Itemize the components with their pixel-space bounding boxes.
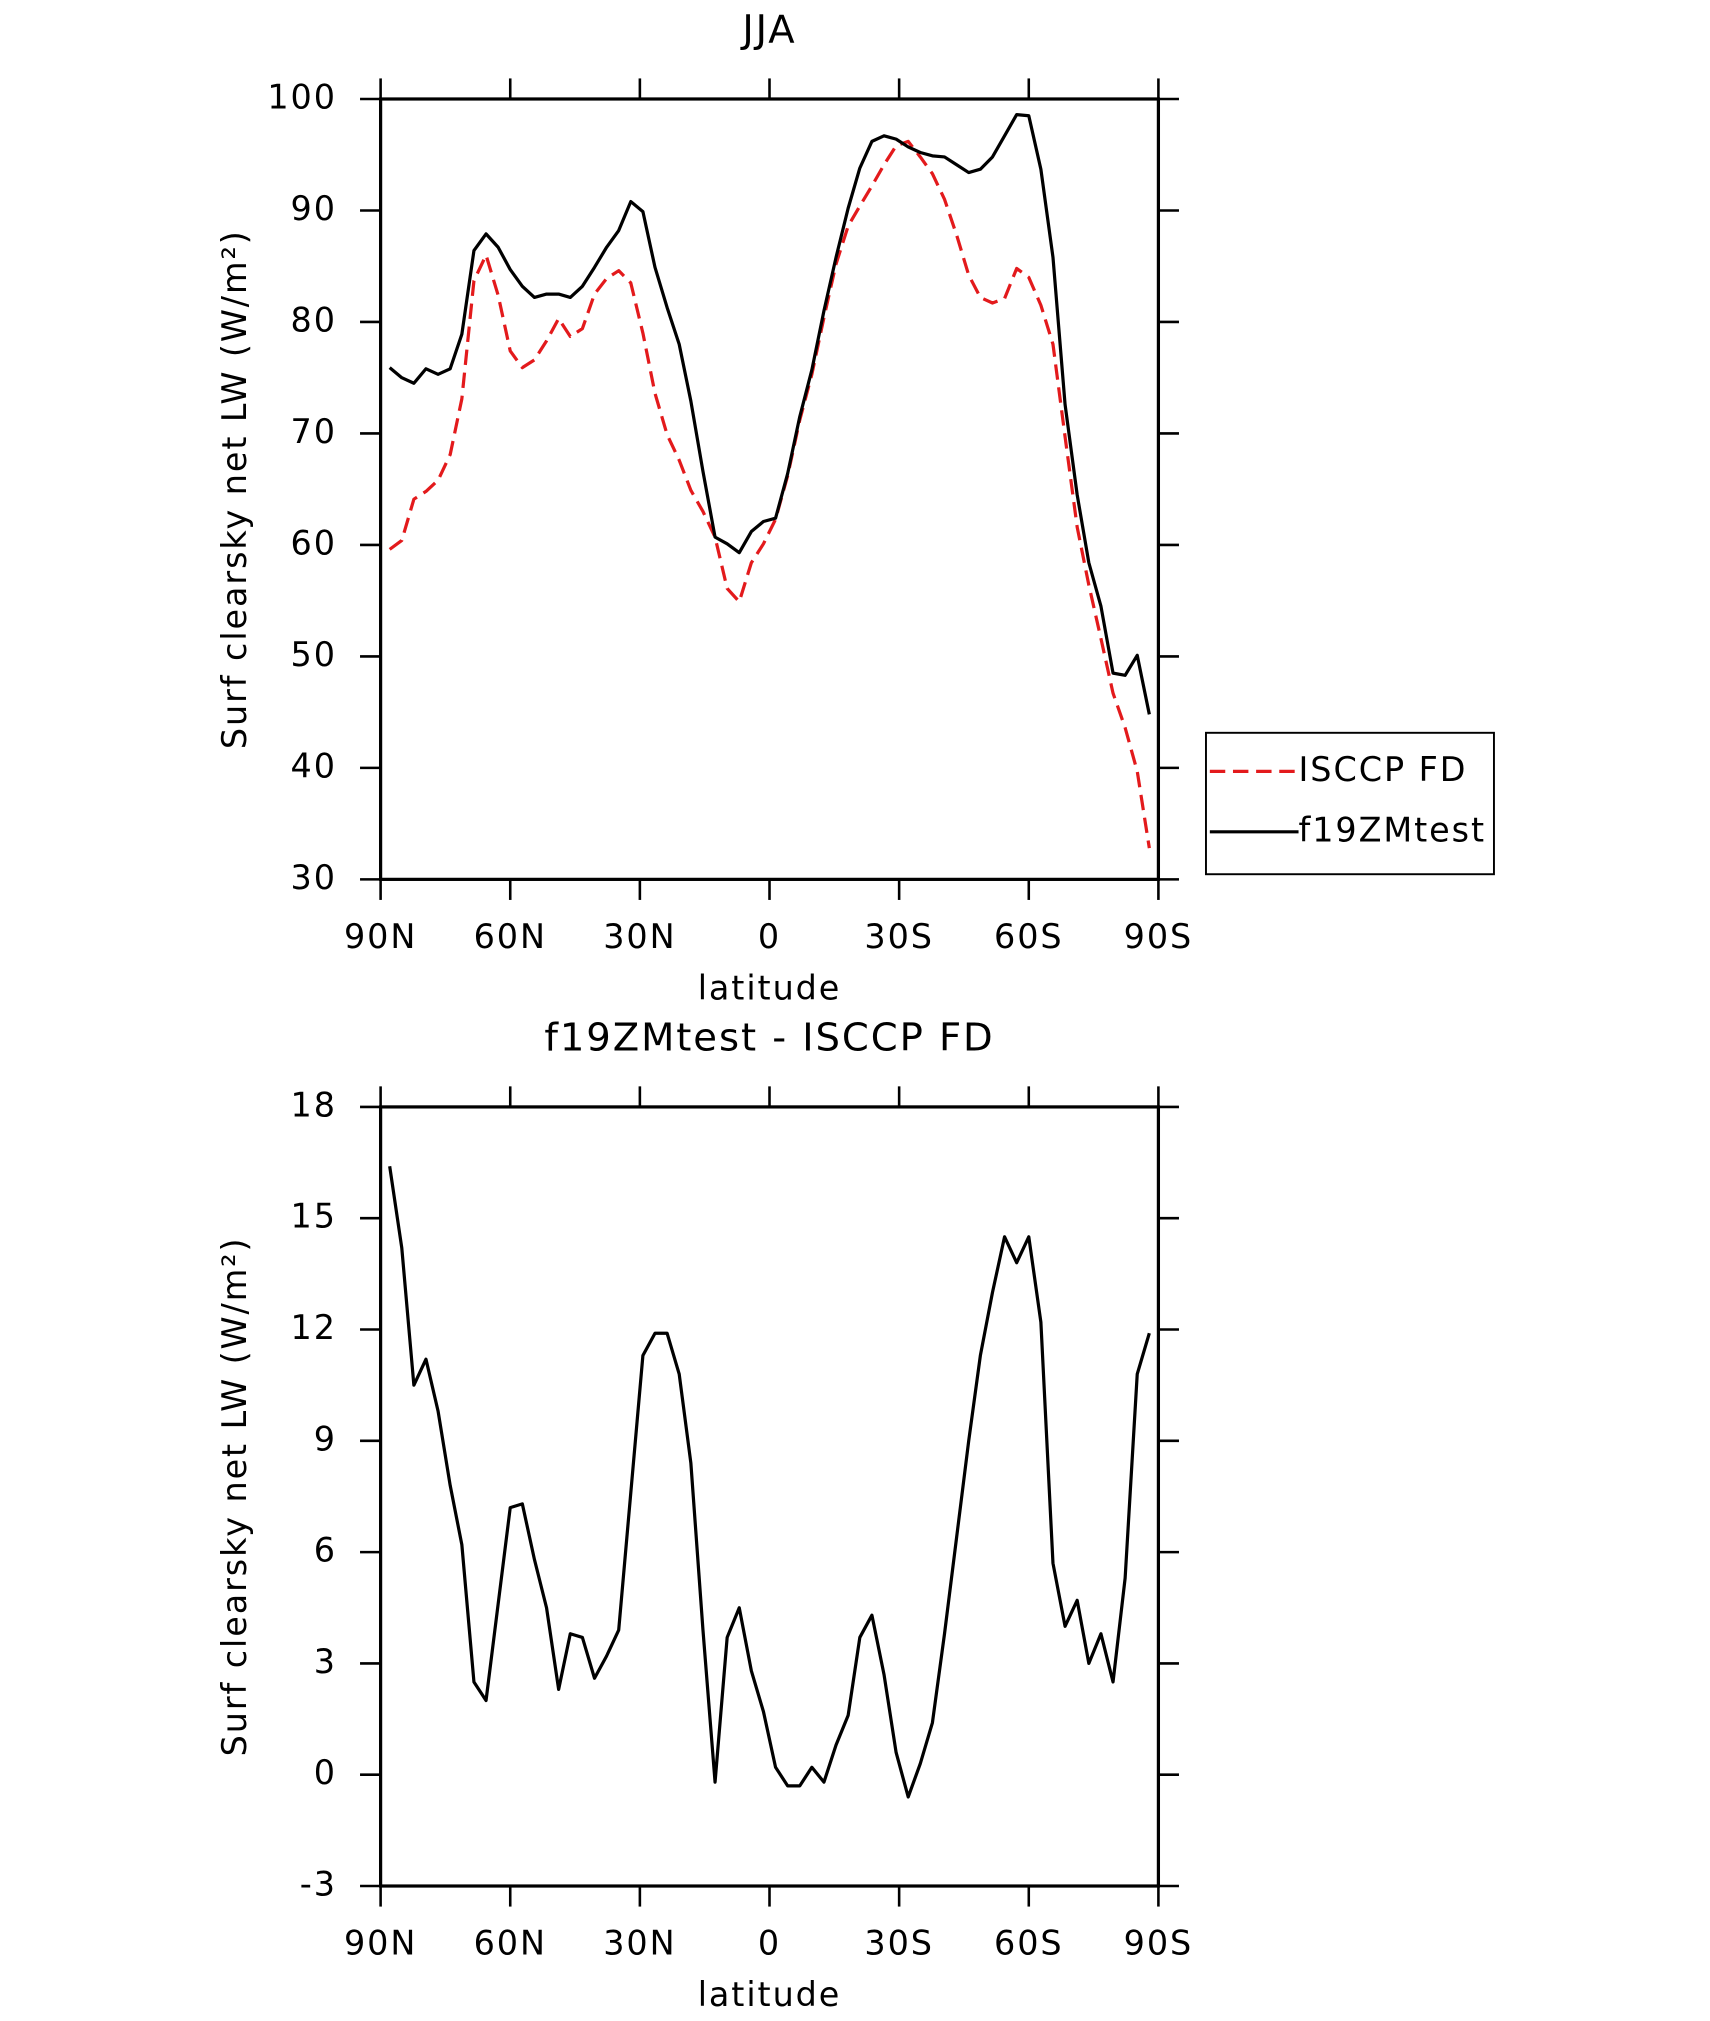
legend-label: f19ZMtest	[1299, 810, 1487, 849]
plot-frame	[378, 1105, 1161, 1888]
chart-title: f19ZMtest - ISCCP FD	[544, 1016, 994, 1061]
x-tick-label: 30S	[864, 917, 934, 956]
data-line	[388, 139, 1151, 849]
y-tick-label: 3	[314, 1642, 337, 1681]
x-tick-label: 90N	[344, 1924, 417, 1963]
x-tick-label: 60S	[994, 1924, 1064, 1963]
y-axis-label: Surf clearsky net LW (W/m²)	[215, 229, 254, 749]
y-tick-label: 30	[291, 858, 337, 897]
y-tick-label: -3	[300, 1865, 337, 1904]
x-tick-label: 90S	[1124, 917, 1194, 956]
data-line	[388, 1166, 1151, 1799]
y-tick-label: 15	[291, 1197, 337, 1236]
y-tick-label: 6	[314, 1531, 337, 1570]
data-line	[388, 112, 1151, 715]
x-tick-label: 60S	[994, 917, 1064, 956]
y-tick-label: 18	[291, 1085, 337, 1124]
x-tick-label: 60N	[474, 1924, 547, 1963]
x-tick-label: 30N	[603, 917, 676, 956]
y-tick-label: 70	[291, 412, 337, 451]
y-tick-label: 9	[314, 1419, 337, 1458]
y-tick-label: 80	[291, 300, 337, 339]
x-tick-label: 0	[758, 1924, 781, 1963]
plot-frame	[378, 97, 1161, 881]
x-tick-label: 60N	[474, 917, 547, 956]
y-tick-label: 40	[291, 746, 337, 785]
x-tick-label: 0	[758, 917, 781, 956]
chart-title: JJA	[740, 8, 796, 53]
y-tick-label: 12	[291, 1308, 337, 1347]
x-tick-label: 90S	[1124, 1924, 1194, 1963]
x-tick-label: 30S	[864, 1924, 934, 1963]
y-tick-label: 50	[291, 635, 337, 674]
y-tick-label: 0	[314, 1753, 337, 1792]
x-tick-label: 90N	[344, 917, 417, 956]
y-tick-label: 100	[267, 77, 337, 116]
y-tick-label: 90	[291, 189, 337, 228]
y-axis-label: Surf clearsky net LW (W/m²)	[215, 1237, 254, 1757]
x-axis-label: latitude	[698, 1975, 842, 2014]
y-tick-label: 60	[291, 523, 337, 562]
x-tick-label: 30N	[603, 1924, 676, 1963]
legend-label: ISCCP FD	[1299, 750, 1468, 789]
legend-box	[1205, 731, 1495, 876]
x-axis-label: latitude	[698, 968, 842, 1007]
